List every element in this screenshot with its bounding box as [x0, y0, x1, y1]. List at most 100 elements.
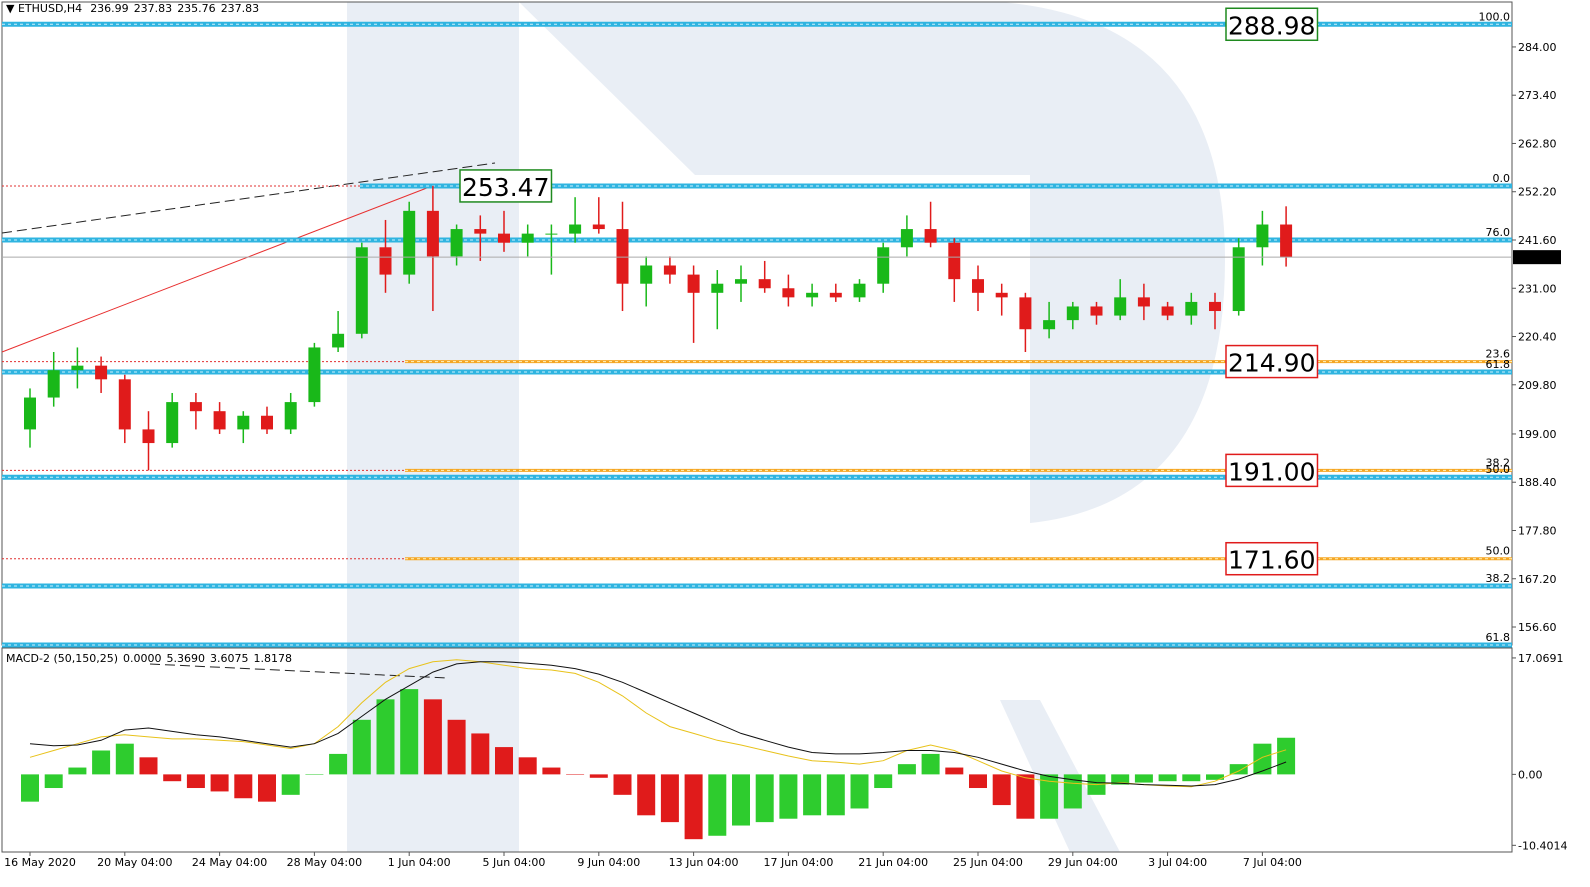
histogram-bar — [1134, 774, 1153, 783]
histogram-bar — [613, 774, 632, 795]
candle-body — [379, 247, 392, 275]
histogram-bar — [1016, 774, 1035, 819]
fib-label: 38.2 — [1486, 456, 1511, 469]
candle-body — [24, 397, 36, 430]
x-tick-label: 13 Jun 04:00 — [669, 856, 739, 869]
header-arrow: ▼ — [6, 2, 18, 15]
fib-label: 61.8 — [1486, 631, 1511, 644]
fib-label: 38.2 — [1486, 572, 1511, 585]
target-label: 253.47 — [462, 173, 549, 202]
y-tick-label: 17.0691 — [1518, 652, 1564, 665]
candle-body — [663, 265, 676, 275]
histogram-bar — [44, 774, 63, 789]
candle-body — [1137, 297, 1150, 307]
candle-body — [592, 224, 605, 230]
histogram-bar — [400, 689, 419, 775]
fib-label: 76.0 — [1486, 226, 1511, 239]
candle-body — [474, 229, 487, 234]
x-tick-label: 17 Jun 04:00 — [763, 856, 833, 869]
bar-low: 235.76 — [177, 2, 216, 15]
candle-body — [166, 402, 179, 444]
candle-body — [711, 283, 724, 293]
candle-body — [758, 279, 771, 289]
histogram-bar — [423, 699, 442, 775]
bar-high: 237.83 — [134, 2, 173, 15]
candle-body — [118, 379, 131, 430]
macd-panel-frame — [1, 647, 1513, 853]
candle-body — [1232, 247, 1245, 312]
y-tick-label: 273.40 — [1518, 89, 1557, 102]
target-label: 191.00 — [1228, 457, 1315, 486]
candle-body — [355, 247, 368, 334]
macd-value: 3.6075 — [210, 652, 249, 665]
candle-body — [829, 292, 842, 298]
candle-body — [521, 233, 534, 243]
candle-body — [71, 365, 84, 371]
histogram-bar — [897, 764, 916, 775]
y-tick-label: -10.4014 — [1518, 839, 1567, 852]
histogram-bar — [637, 774, 656, 816]
histogram-bar — [1253, 743, 1272, 775]
candle-body — [189, 402, 202, 412]
candle-body — [900, 229, 913, 248]
histogram-bar — [471, 733, 490, 775]
candle-body — [1185, 301, 1198, 316]
histogram-bar — [779, 774, 798, 819]
candle-body — [1114, 297, 1127, 316]
x-tick-label: 3 Jul 04:00 — [1148, 856, 1207, 869]
y-tick-label: 220.40 — [1518, 331, 1557, 344]
candle-body — [1043, 320, 1056, 330]
candle-body — [972, 279, 984, 293]
histogram-bar — [992, 774, 1011, 806]
fib-label: 100.0 — [1479, 10, 1511, 23]
target-box — [1225, 7, 1319, 42]
y-tick-label: 188.40 — [1518, 476, 1557, 489]
candle-body — [948, 242, 961, 280]
candle-body — [1209, 301, 1221, 312]
macd-title: MACD-2 (50,150,25) — [6, 652, 118, 665]
histogram-bar — [68, 767, 87, 775]
candle-body — [924, 229, 937, 243]
candle-body — [995, 292, 1008, 298]
symbol-header: ▼ ETHUSD,H4 236.99 237.83 235.76 237.83 — [6, 2, 259, 15]
candle-body — [853, 283, 866, 298]
macd-value: 0.0000 — [123, 652, 162, 665]
macd-line — [29, 661, 1287, 787]
candle-body — [735, 279, 747, 284]
macd-value: 5.3690 — [167, 652, 206, 665]
histogram-bar — [186, 774, 205, 789]
histogram-bar — [329, 753, 348, 775]
histogram-bar — [139, 757, 158, 775]
histogram-bar — [1182, 774, 1201, 782]
histogram-bar — [1277, 737, 1296, 775]
target-label: 214.90 — [1228, 349, 1315, 378]
candle-body — [403, 210, 416, 275]
candle-body — [213, 411, 226, 430]
target-box — [459, 169, 553, 203]
histogram-bar — [566, 774, 585, 775]
y-tick-label: 167.20 — [1518, 573, 1557, 586]
macd-value: 1.8178 — [254, 652, 293, 665]
candle-body — [95, 365, 108, 380]
x-tick-label: 20 May 04:00 — [97, 856, 172, 869]
x-tick-label: 16 May 2020 — [4, 856, 76, 869]
candle-body — [308, 347, 321, 403]
candle-body — [332, 333, 345, 348]
histogram-bar — [874, 774, 893, 789]
fib-label: 23.6 — [1486, 348, 1511, 361]
fib-label: 50.0 — [1486, 545, 1511, 558]
x-tick-label: 1 Jun 04:00 — [388, 856, 451, 869]
histogram-bar — [803, 774, 822, 816]
histogram-bar — [234, 774, 253, 799]
histogram-bar — [518, 757, 537, 775]
histogram-bar — [115, 743, 134, 775]
x-tick-label: 7 Jul 04:00 — [1243, 856, 1302, 869]
histogram-bar — [305, 774, 324, 775]
y-tick-label: 241.60 — [1518, 234, 1557, 247]
plot-layer: 284.00 273.40 262.80 252.20 241.60 231.00 220.… — [2, 7, 1567, 869]
candle-body — [498, 233, 510, 243]
histogram-bar — [684, 774, 703, 840]
histogram-bar — [210, 774, 229, 792]
x-tick-label: 29 Jun 04:00 — [1048, 856, 1118, 869]
